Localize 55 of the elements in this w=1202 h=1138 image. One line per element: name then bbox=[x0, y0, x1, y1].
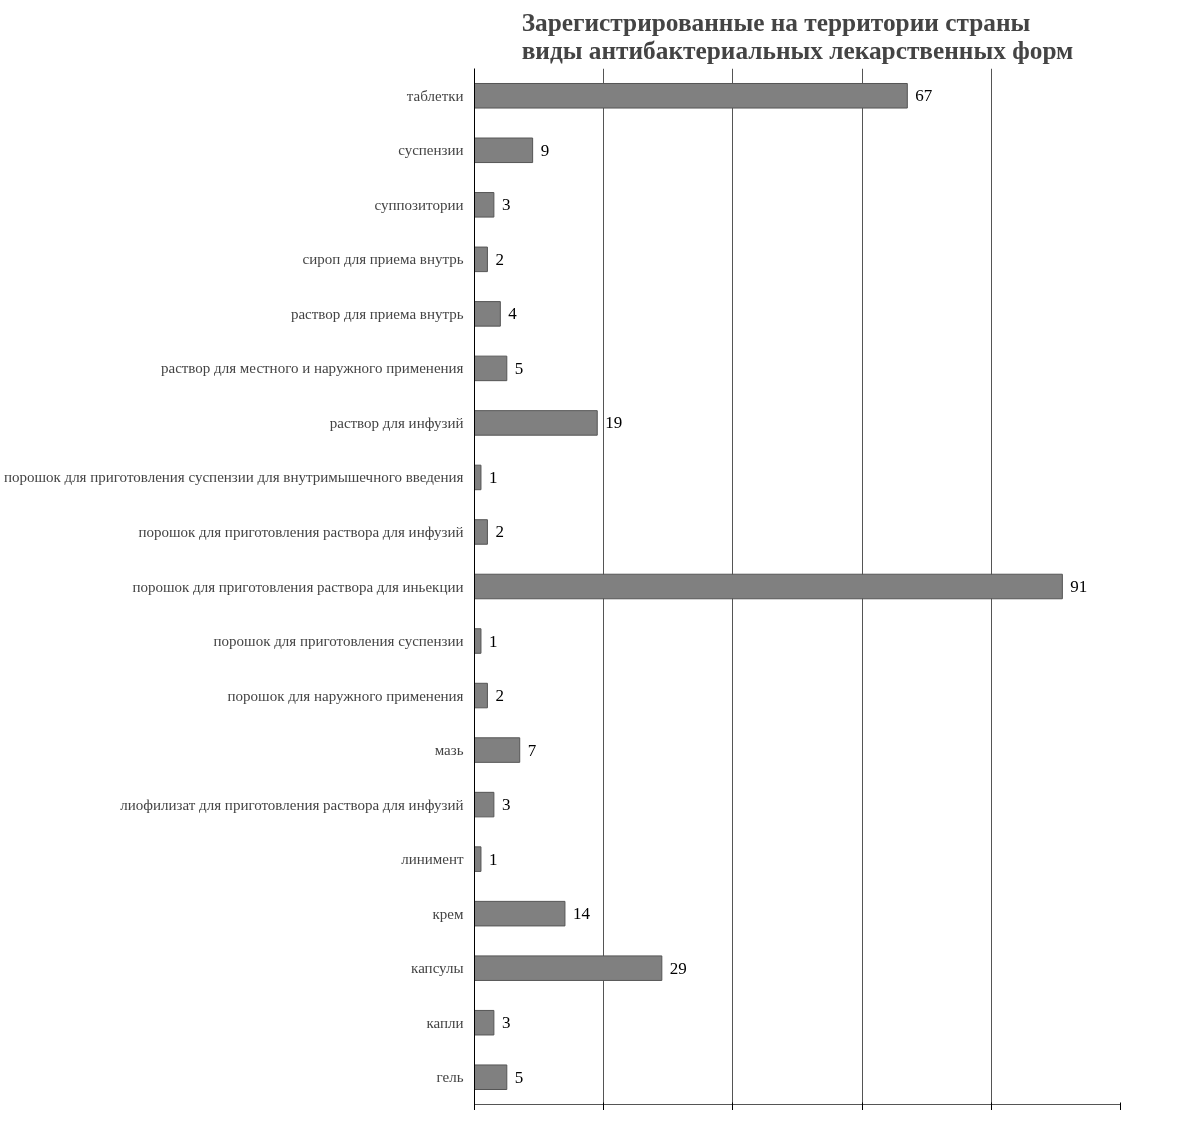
y-tick-label: мазь bbox=[434, 742, 464, 759]
y-tick-label: капсулы bbox=[411, 960, 464, 977]
data-label: 4 bbox=[508, 304, 518, 324]
chart-title: Зарегистрированные на территории страны виды антибактериальных лекарственных форм bbox=[521, 7, 1074, 64]
bar bbox=[474, 301, 501, 327]
data-label: 3 bbox=[501, 1013, 511, 1033]
data-label: 9 bbox=[540, 140, 550, 160]
data-label: 14 bbox=[572, 904, 591, 924]
data-label: 2 bbox=[495, 249, 504, 269]
y-tick-label: порошок для наружного применения bbox=[227, 687, 464, 704]
bar bbox=[474, 519, 488, 545]
y-tick-label: лиофилизат для приготовления раствора для инфузий bbox=[120, 796, 464, 813]
y-tick-label: раствор для местного и наружного применения bbox=[161, 360, 464, 377]
data-label: 19 bbox=[605, 413, 623, 433]
data-label: 3 bbox=[501, 195, 511, 215]
bar bbox=[474, 628, 482, 654]
y-tick-label: суспензии bbox=[398, 142, 464, 159]
data-label: 7 bbox=[527, 740, 537, 760]
data-label: 91 bbox=[1070, 577, 1088, 596]
bar bbox=[474, 410, 598, 436]
bar bbox=[474, 682, 488, 709]
y-tick-label: раствор для приема внутрь bbox=[290, 305, 464, 322]
bar bbox=[474, 1009, 495, 1036]
data-label: 1 bbox=[488, 631, 498, 651]
y-tick-label: порошок для приготовления суспензии bbox=[213, 633, 464, 650]
data-label: 29 bbox=[669, 958, 687, 978]
bar bbox=[474, 900, 566, 927]
bar bbox=[474, 1064, 508, 1091]
y-tick-label: крем bbox=[432, 905, 465, 922]
bar bbox=[474, 464, 482, 491]
data-label: 2 bbox=[495, 686, 504, 706]
y-tick-label: таблетки bbox=[406, 87, 464, 104]
y-tick-label: гель bbox=[436, 1069, 464, 1086]
bar bbox=[474, 192, 495, 218]
bar bbox=[474, 355, 508, 382]
data-label: 67 bbox=[915, 86, 933, 106]
data-label: 5 bbox=[514, 358, 524, 378]
data-label: 1 bbox=[488, 849, 498, 869]
data-label: 3 bbox=[501, 795, 511, 815]
y-tick-label: порошок для приготовления суспензии для внутримышечного введения bbox=[3, 469, 464, 486]
y-tick-label: порошок для приготовления раствора для иньекции bbox=[132, 578, 464, 595]
y-tick-label: линимент bbox=[401, 851, 464, 868]
bar bbox=[474, 246, 488, 273]
y-tick-label: раствор для инфузий bbox=[329, 414, 464, 431]
data-label: 1 bbox=[488, 467, 498, 487]
y-tick-label: суппозитории bbox=[374, 196, 464, 213]
data-label: 2 bbox=[495, 522, 504, 542]
y-tick-label: капли bbox=[426, 1014, 464, 1031]
bar bbox=[474, 791, 495, 818]
bar bbox=[474, 137, 534, 164]
bar bbox=[474, 846, 482, 872]
y-tick-label: сироп для приема внутрь bbox=[302, 251, 464, 268]
data-label: 5 bbox=[514, 1067, 524, 1087]
y-tick-label: порошок для приготовления раствора для инфузий bbox=[138, 523, 464, 540]
bar bbox=[474, 737, 521, 763]
